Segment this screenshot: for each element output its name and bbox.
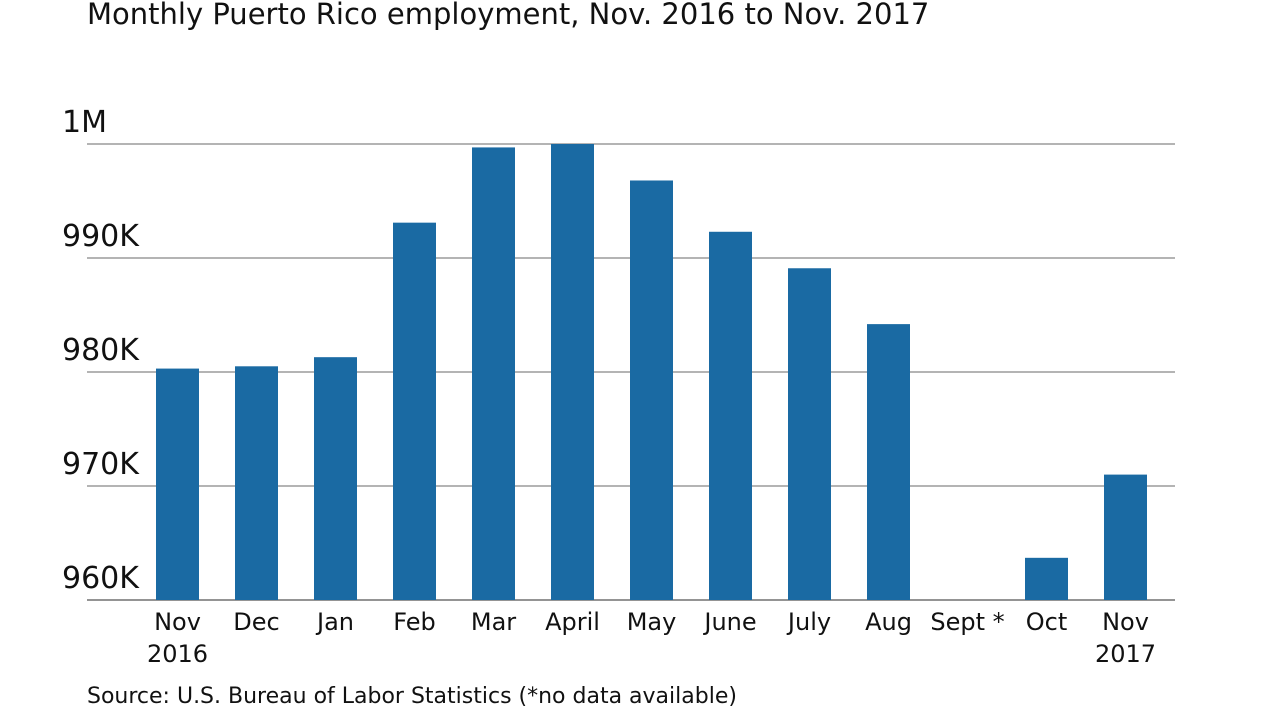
bar [709,231,752,600]
bar [235,366,278,600]
bar [156,368,199,600]
source-note: Source: U.S. Bureau of Labor Statistics … [87,684,737,709]
x-tick-label: July [787,608,832,636]
bar [1104,474,1147,600]
y-tick-label: 970K [62,447,140,482]
x-tick-label: Jan [317,608,354,636]
x-tick-label: Feb [393,608,436,636]
x-tick-label: Aug [865,608,912,636]
bar [551,144,594,600]
y-tick-label: 1M [62,105,107,140]
x-tick-label: April [545,608,600,636]
bar [472,147,515,601]
x-tick-label: May [626,608,677,636]
bar [314,357,357,600]
x-tick-label: Nov 2016 [146,608,209,668]
x-tick-label: June [704,608,757,636]
x-tick-label: Dec [233,608,280,636]
y-tick-label: 960K [62,561,140,596]
x-tick-label: Mar [470,608,517,636]
bar [393,222,436,600]
bar [630,180,673,601]
bar [1025,557,1068,600]
x-tick-label: Nov 2017 [1094,608,1157,668]
bar [788,268,831,600]
y-tick-label: 980K [62,333,140,368]
chart-title: Monthly Puerto Rico employment, Nov. 201… [87,0,929,31]
x-tick-label: Sept * [930,608,1005,636]
bar [867,324,910,600]
y-tick-label: 990K [62,219,140,254]
x-tick-label: Oct [1025,608,1068,636]
